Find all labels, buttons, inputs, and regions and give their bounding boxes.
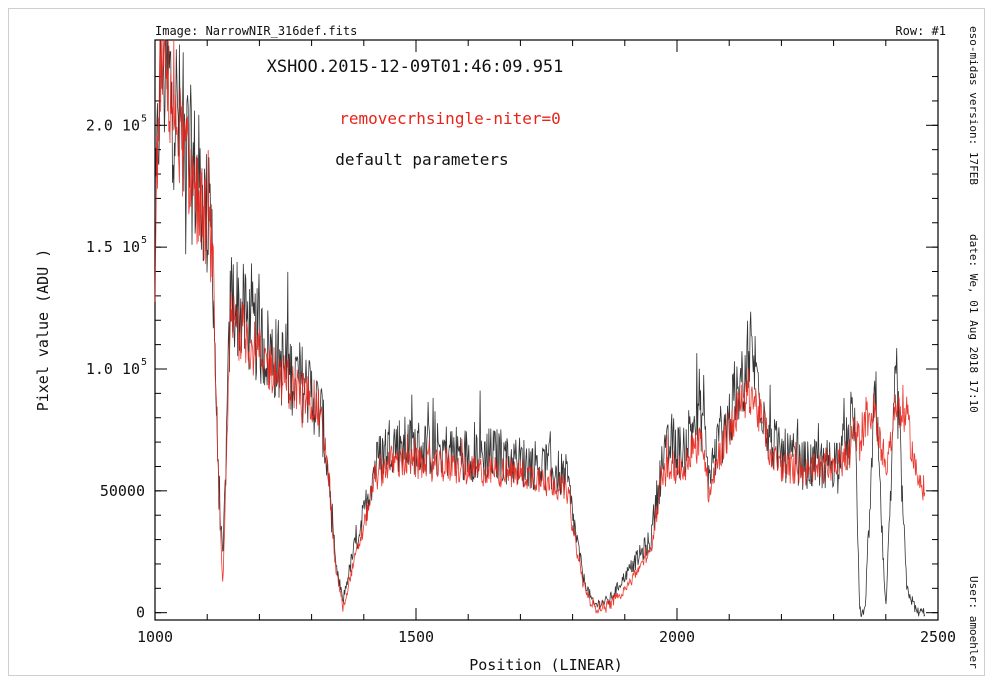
- x-tick-label: 1500: [398, 628, 434, 646]
- series-removecrhsingle-niter: [154, 39, 926, 614]
- y-tick-exponent: 5: [141, 235, 147, 246]
- row-label: Row: #1: [895, 24, 946, 38]
- x-tick-label: 2500: [920, 628, 956, 646]
- legend-label-default: default parameters: [335, 150, 508, 169]
- y-tick-label: 50000: [100, 482, 145, 500]
- legend-label-niter: removecrhsingle-niter=0: [339, 109, 561, 128]
- y-tick-exponent: 5: [141, 113, 147, 124]
- y-tick-exponent: 5: [141, 357, 147, 368]
- plot-area-border: [154, 39, 939, 621]
- x-tick-label: 2000: [659, 628, 695, 646]
- y-tick-label: 2.0 10: [86, 116, 140, 134]
- plot-frame: [8, 8, 985, 676]
- series-lines: [154, 39, 926, 617]
- y-tick-label: 0: [136, 604, 145, 622]
- image-name-label: Image: NarrowNIR_316def.fits: [155, 24, 358, 38]
- y-tick-label: 1.5 10: [86, 238, 140, 256]
- x-tick-label: 1000: [137, 628, 173, 646]
- y-tick-label: 1.0 10: [86, 360, 140, 378]
- chart-title: XSHOO.2015-12-09T01:46:09.951: [267, 57, 564, 77]
- y-axis-label: Pixel value (ADU ): [34, 249, 52, 412]
- x-axis-label: Position (LINEAR): [469, 656, 623, 674]
